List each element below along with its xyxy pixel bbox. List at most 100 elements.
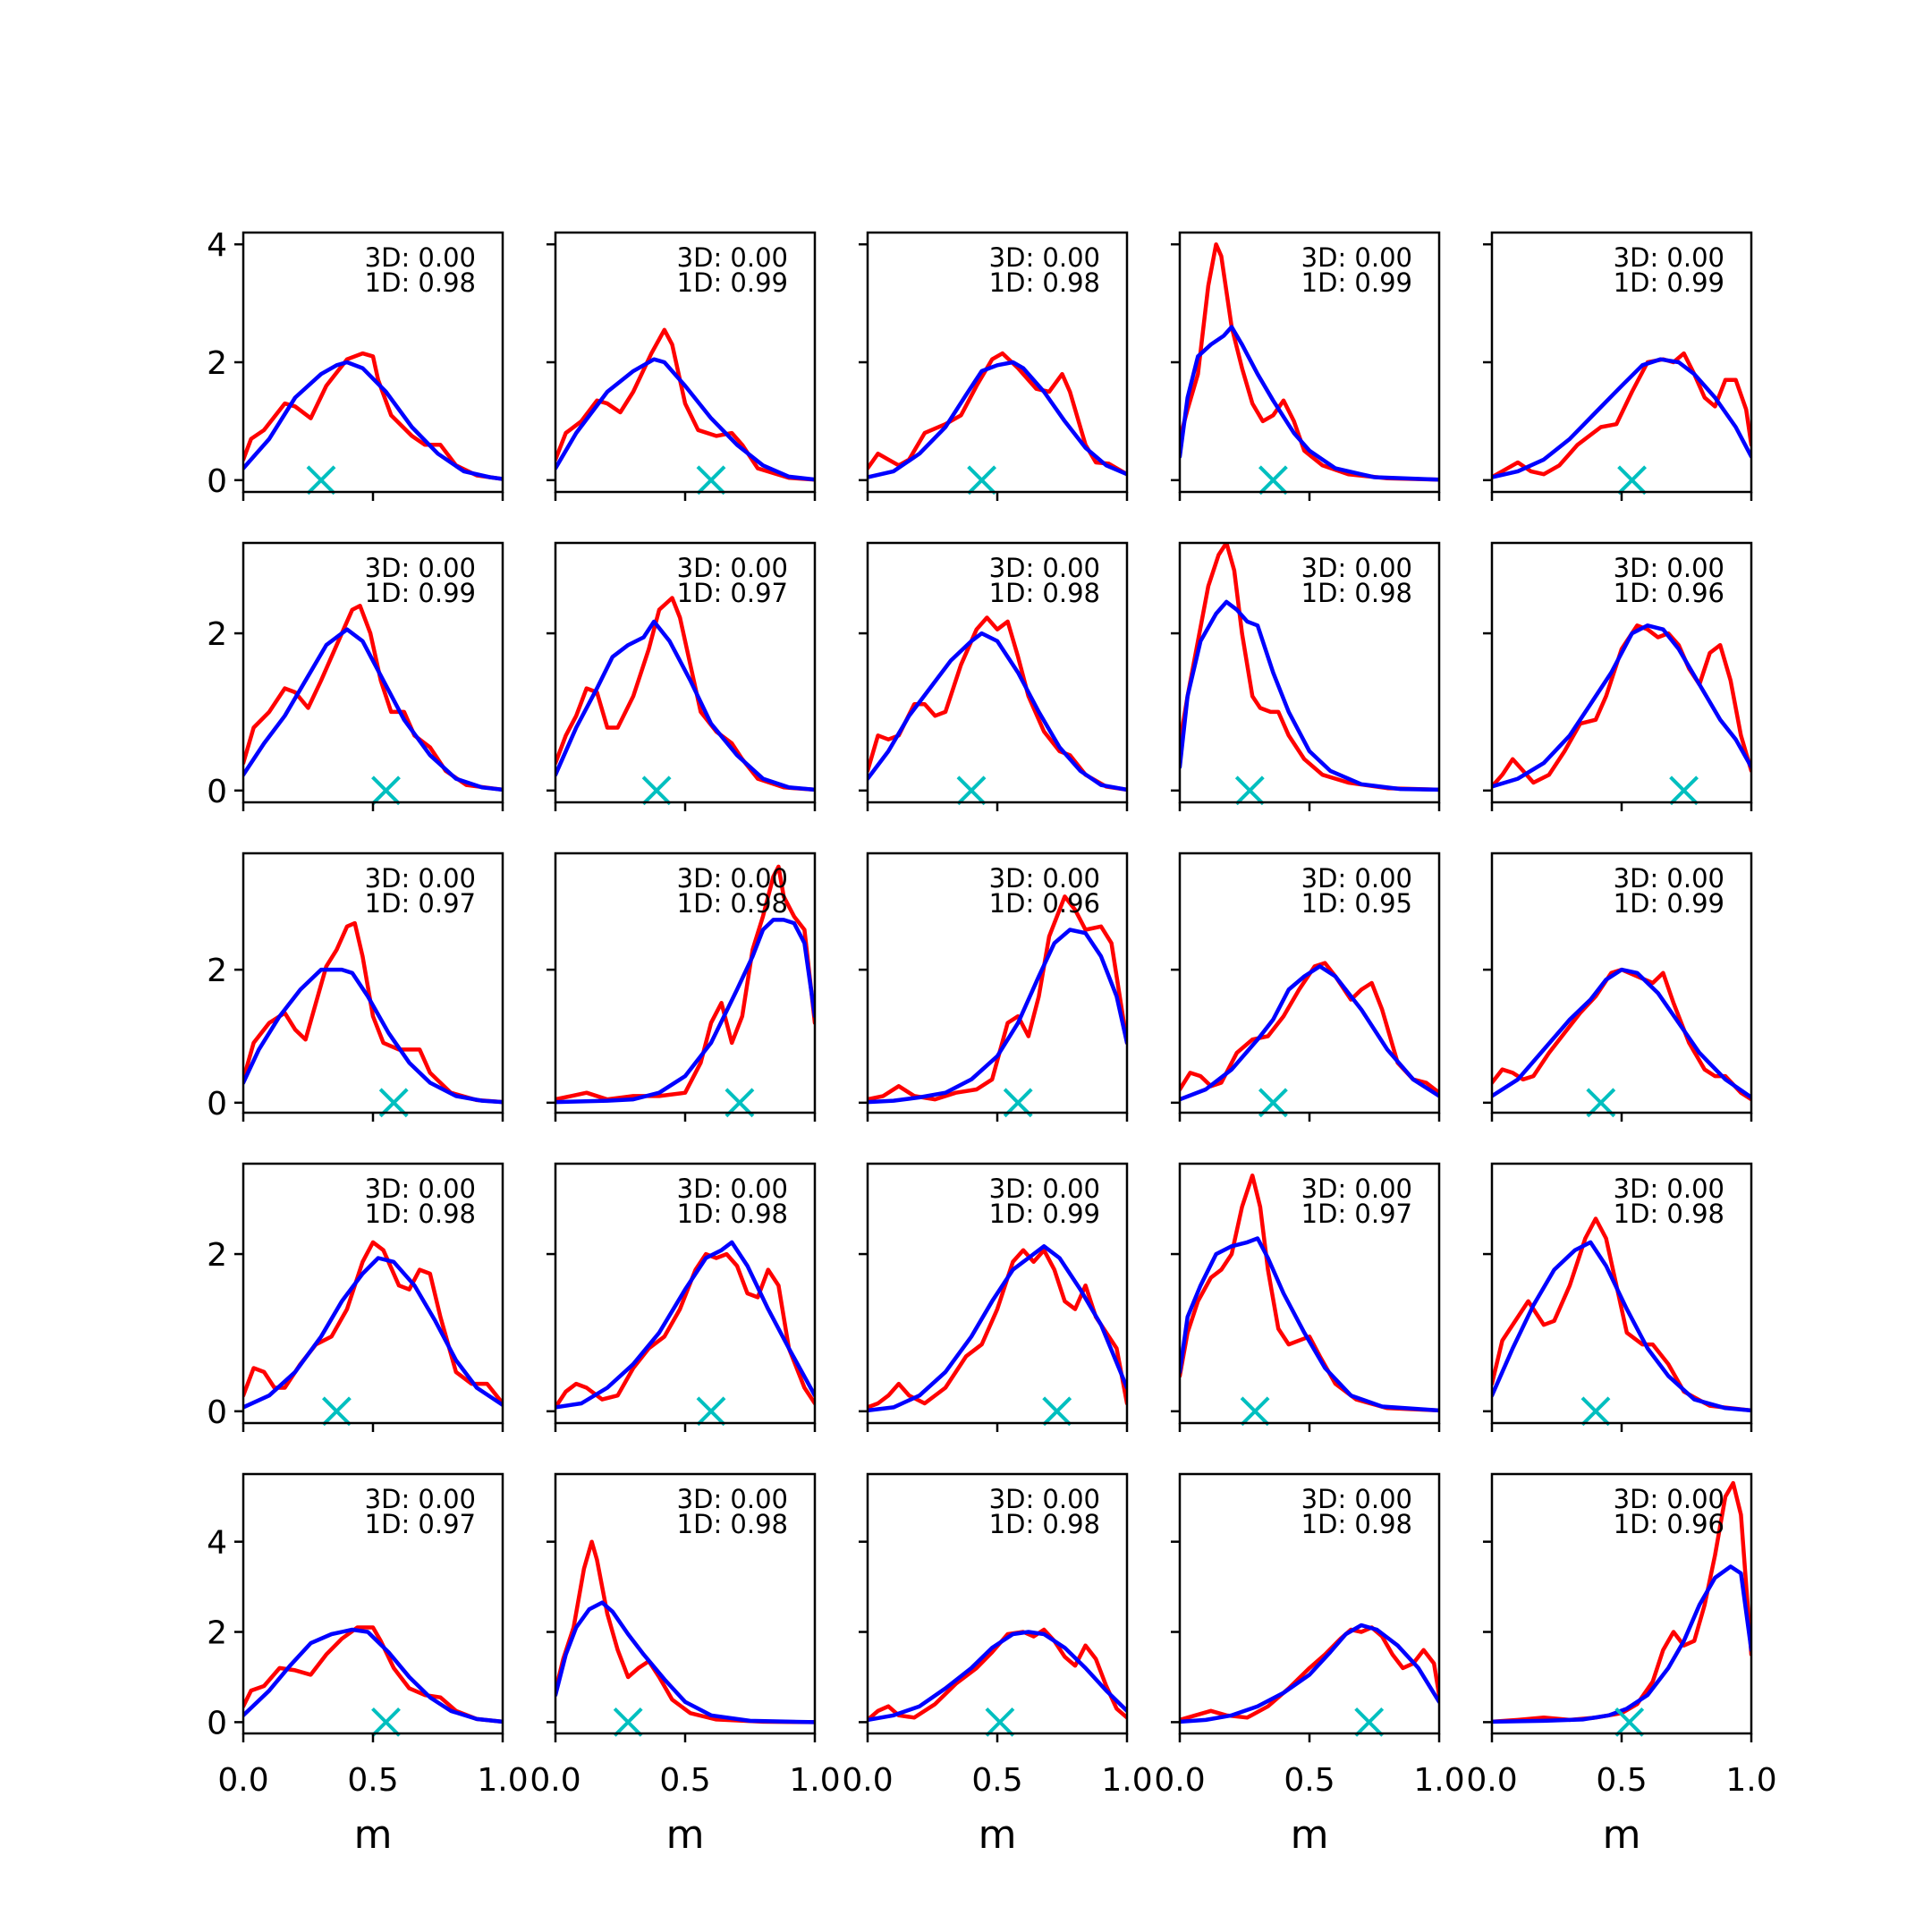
- x-tick-label: 1.0: [1725, 1762, 1776, 1799]
- blue-curve: [555, 1600, 815, 1724]
- x-marker-stroke: [956, 775, 987, 806]
- blue-curve: [243, 967, 503, 1105]
- red-curve: [1492, 1216, 1751, 1413]
- annotation-line: 1D: 0.98: [989, 578, 1100, 608]
- annotation-line: 1D: 0.98: [1614, 1199, 1724, 1229]
- annotation-line: 3D: 0.00: [1301, 863, 1412, 894]
- x-marker: [1258, 465, 1288, 496]
- y-tick-label: 2: [207, 953, 227, 989]
- red-curve: [1492, 623, 1751, 789]
- x-marker-stroke: [613, 1707, 643, 1737]
- blue-curve: [1180, 325, 1439, 482]
- annotation-line: 1D: 0.99: [1614, 888, 1724, 919]
- red-curve: [243, 604, 503, 792]
- annotation-line: 3D: 0.00: [677, 863, 788, 894]
- y-tick-label: 0: [207, 1086, 227, 1123]
- x-tick-label: 0.5: [659, 1762, 710, 1799]
- x-marker: [985, 1707, 1015, 1737]
- y-tick-label: 0: [207, 1394, 227, 1431]
- red-curve: [1180, 543, 1439, 792]
- annotation-line: 1D: 0.96: [1614, 578, 1724, 608]
- blue-curve: [1492, 357, 1751, 479]
- annotation-line: 3D: 0.00: [989, 1484, 1100, 1514]
- x-marker: [371, 1707, 401, 1737]
- annotation-line: 3D: 0.00: [1614, 863, 1724, 894]
- annotation-line: 1D: 0.99: [1301, 267, 1412, 298]
- blue-curve: [868, 1630, 1127, 1723]
- x-marker-stroke: [985, 1707, 1015, 1737]
- x-marker-stroke: [1234, 775, 1265, 806]
- annotation-line: 1D: 0.99: [1614, 267, 1724, 298]
- blue-curve: [243, 1256, 503, 1410]
- annotation-line: 3D: 0.00: [365, 1174, 476, 1204]
- blue-curve: [1180, 1623, 1439, 1724]
- red-curve: [1492, 351, 1751, 479]
- x-marker-stroke: [1617, 465, 1648, 496]
- annotation-line: 1D: 0.98: [677, 888, 788, 919]
- annotation-line: 3D: 0.00: [365, 863, 476, 894]
- x-marker: [321, 1396, 352, 1427]
- annotation-line: 3D: 0.00: [1614, 1484, 1724, 1514]
- x-tick-label: 0.0: [1466, 1762, 1517, 1799]
- red-curve: [868, 894, 1127, 1102]
- annotation-line: 1D: 0.98: [365, 1199, 476, 1229]
- annotation-line: 1D: 0.97: [365, 888, 476, 919]
- blue-curve: [1492, 1564, 1751, 1724]
- blue-curve: [1180, 599, 1439, 792]
- x-marker-stroke: [1580, 1396, 1611, 1427]
- x-marker: [613, 1707, 643, 1737]
- x-marker: [1614, 1707, 1645, 1737]
- x-tick-label: 0.0: [842, 1762, 893, 1799]
- annotation-line: 1D: 0.98: [989, 267, 1100, 298]
- x-axis-label: m: [666, 1812, 705, 1858]
- y-tick-label: 0: [207, 1705, 227, 1741]
- x-marker-stroke: [1354, 1707, 1385, 1737]
- annotation-line: 3D: 0.00: [1614, 1174, 1724, 1204]
- annotation-line: 3D: 0.00: [677, 1174, 788, 1204]
- blue-curve: [555, 1240, 815, 1410]
- annotation-line: 3D: 0.00: [677, 242, 788, 273]
- annotation-line: 3D: 0.00: [677, 553, 788, 583]
- red-curve: [243, 1240, 503, 1406]
- annotation-line: 3D: 0.00: [1301, 553, 1412, 583]
- x-marker: [1240, 1396, 1270, 1427]
- x-marker-stroke: [1258, 465, 1288, 496]
- blue-curve: [1492, 623, 1751, 789]
- x-axis-label: m: [354, 1812, 393, 1858]
- x-marker: [1042, 1396, 1072, 1427]
- y-tick-label: 4: [207, 1525, 227, 1562]
- annotation-line: 3D: 0.00: [1301, 1484, 1412, 1514]
- x-marker-stroke: [1669, 775, 1699, 806]
- annotation-line: 3D: 0.00: [989, 1174, 1100, 1204]
- x-tick-label: 0.0: [1154, 1762, 1205, 1799]
- x-marker-stroke: [967, 465, 997, 496]
- y-tick-label: 2: [207, 616, 227, 653]
- x-marker: [696, 1396, 726, 1427]
- x-marker-stroke: [1042, 1396, 1072, 1427]
- x-tick-label: 0.0: [217, 1762, 268, 1799]
- blue-curve: [1492, 1240, 1751, 1413]
- blue-curve: [555, 357, 815, 482]
- x-marker: [967, 465, 997, 496]
- red-curve: [868, 351, 1127, 477]
- y-tick-label: 2: [207, 1237, 227, 1274]
